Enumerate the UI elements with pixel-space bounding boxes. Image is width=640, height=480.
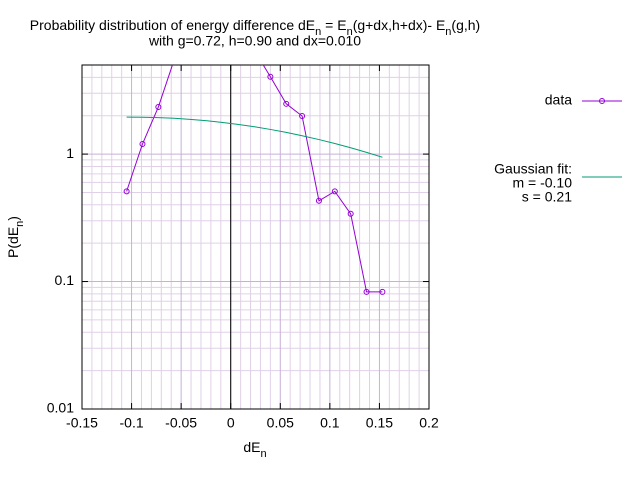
data-point: [123, 188, 130, 195]
legend-annotation: s = 0.21: [522, 189, 572, 205]
x-tick-label: -0.15: [66, 415, 98, 431]
data-point: [379, 288, 386, 295]
plot-border: [81, 64, 430, 410]
x-axis-label-part: dE: [243, 439, 260, 455]
x-tick-label: -0.05: [165, 415, 197, 431]
y-axis-label-part: n: [14, 221, 26, 227]
chart-title-part: n: [445, 26, 451, 38]
x-tick-label: -0.1: [120, 415, 144, 431]
data-point: [363, 288, 370, 295]
chart-title-part: n: [347, 26, 353, 38]
x-axis-label-part: n: [261, 448, 267, 460]
legend-annotation: m = -0.10: [512, 175, 572, 191]
series-line: [126, 116, 383, 158]
data-point: [315, 197, 322, 204]
chart-title: Probability distribution of energy diffe…: [30, 17, 480, 38]
plot-area: [123, 48, 386, 295]
chart-title-part: (g+dx,h+dx)- E: [353, 17, 446, 33]
y-tick-label: 1: [66, 145, 74, 161]
x-tick-label: 0.05: [267, 415, 294, 431]
y-tick-label: 0.1: [55, 272, 75, 288]
chart-title-part: Probability distribution of energy diffe…: [30, 17, 315, 33]
chart-subtitle: with g=0.72, h=0.90 and dx=0.010: [148, 33, 361, 49]
y-tick-label: 0.01: [47, 400, 74, 416]
x-tick-label: 0.15: [366, 415, 393, 431]
x-tick-label: 0.1: [320, 415, 340, 431]
data-point: [139, 140, 146, 147]
y-axis-label-part: P(dE: [5, 227, 21, 258]
data-point: [155, 104, 162, 111]
y-axis-label: P(dEn): [5, 216, 26, 258]
x-axis-label: dEn: [243, 439, 266, 460]
data-point: [331, 188, 338, 195]
legend-label: data: [545, 92, 572, 108]
chart-title-part: (g,h): [451, 17, 480, 33]
x-tick-label: 0: [227, 415, 235, 431]
data-point: [299, 112, 306, 119]
chart-title-part: = E: [321, 17, 346, 33]
data-point: [347, 210, 354, 217]
y-axis-label-part: ): [5, 216, 21, 221]
data-point: [283, 100, 290, 107]
legend-label: Gaussian fit:: [494, 161, 572, 177]
data-point: [267, 73, 274, 80]
data-point: [172, 57, 177, 62]
data-point: [252, 48, 257, 53]
chart-title-part: n: [315, 26, 321, 38]
series-line: [126, 65, 383, 293]
legend-marker: [599, 98, 605, 104]
x-tick-label: 0.2: [419, 415, 439, 431]
